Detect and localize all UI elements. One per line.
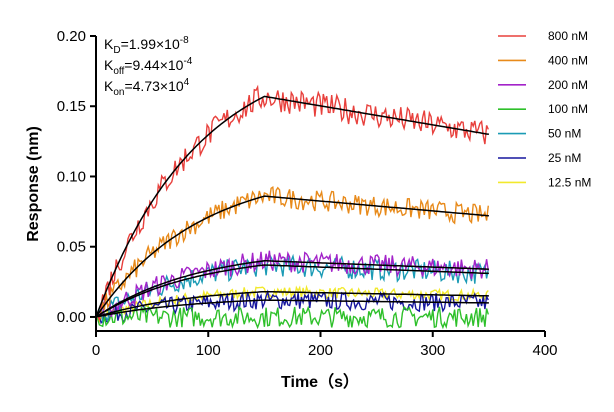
- y-tick-label: 0.05: [57, 239, 86, 256]
- legend-label: 100 nM: [548, 102, 588, 116]
- fit-layer: [95, 95, 489, 318]
- fit-curve: [95, 264, 489, 318]
- fit-curve: [95, 195, 489, 318]
- kd-main: K: [104, 36, 114, 52]
- kinetics-annotations: KD=1.99×10-8 Koff=9.44×10-4 Kon=4.73×104: [104, 35, 193, 98]
- y-tick-label: 0.20: [57, 28, 86, 45]
- legend: 800 nM 400 nM 200 nM 100 nM 50 nM 25 nM 12.5 n…: [498, 29, 591, 189]
- kd-exp: -8: [180, 35, 189, 46]
- series-layer: [95, 84, 489, 330]
- series-trace: [95, 289, 489, 325]
- kon-sub: on: [113, 87, 124, 98]
- kon-main: K: [104, 78, 114, 94]
- kd-annotation: KD=1.99×10-8: [104, 35, 189, 56]
- koff-annotation: Koff=9.44×10-4: [104, 56, 193, 77]
- x-tick-label: 0: [92, 342, 100, 359]
- kon-annotation: Kon=4.73×104: [104, 77, 190, 98]
- x-tick-label: 200: [308, 342, 333, 359]
- y-tick-label: 0.10: [57, 168, 86, 185]
- kd-eq: =1.99×10: [121, 36, 180, 52]
- fit-curve: [95, 95, 489, 318]
- legend-label: 50 nM: [548, 127, 581, 141]
- series-trace: [95, 185, 489, 324]
- series-trace: [95, 250, 489, 320]
- koff-sub: off: [113, 66, 124, 77]
- y-axis-title: Response (nm): [25, 126, 42, 242]
- koff-exp: -4: [183, 56, 192, 67]
- legend-label: 200 nM: [548, 78, 588, 92]
- series-trace: [95, 84, 489, 321]
- kon-eq: =4.73×10: [124, 78, 183, 94]
- kon-exp: 4: [184, 77, 190, 88]
- x-tick-label: 400: [532, 342, 557, 359]
- legend-label: 400 nM: [548, 53, 588, 67]
- x-ticks: 0 100 200 300 400: [92, 331, 558, 359]
- y-tick-label: 0.00: [57, 309, 86, 326]
- legend-label: 25 nM: [548, 151, 581, 165]
- legend-label: 12.5 nM: [548, 175, 591, 189]
- fit-curve: [95, 260, 489, 318]
- koff-eq: =9.44×10: [124, 57, 183, 73]
- x-tick-label: 300: [420, 342, 445, 359]
- y-ticks: 0.00 0.05 0.10 0.15 0.20: [57, 28, 96, 326]
- legend-label: 800 nM: [548, 29, 588, 43]
- kd-sub: D: [113, 45, 120, 56]
- x-axis-title: Time（s）: [281, 373, 359, 391]
- y-tick-label: 0.15: [57, 98, 86, 115]
- koff-main: K: [104, 57, 114, 73]
- series-trace: [95, 305, 489, 330]
- x-tick-label: 100: [196, 342, 221, 359]
- fit-curve: [95, 299, 489, 318]
- fit-curve: [95, 290, 489, 318]
- plot-area: [95, 84, 489, 330]
